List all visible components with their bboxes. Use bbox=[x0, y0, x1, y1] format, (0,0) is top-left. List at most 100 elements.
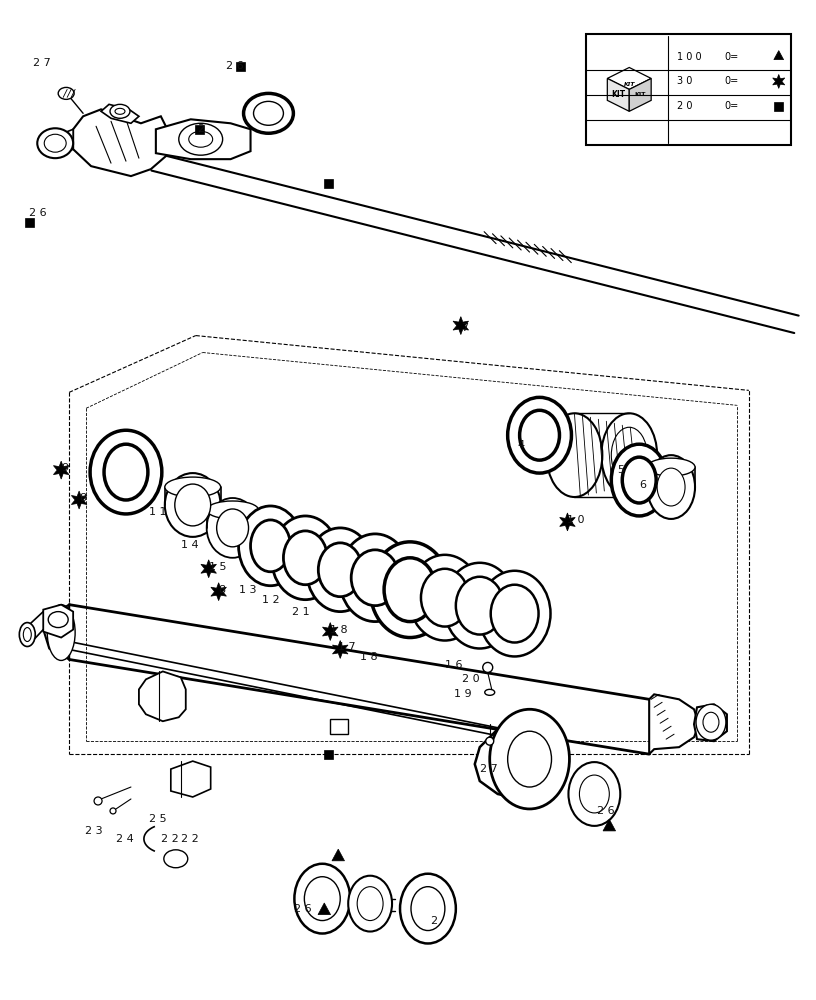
Text: 0=: 0= bbox=[724, 52, 738, 62]
Text: 2 6: 2 6 bbox=[597, 806, 615, 816]
Ellipse shape bbox=[601, 413, 657, 497]
Ellipse shape bbox=[611, 427, 647, 483]
Ellipse shape bbox=[696, 704, 726, 740]
Ellipse shape bbox=[283, 531, 327, 585]
Text: 1 5: 1 5 bbox=[209, 562, 226, 572]
Text: 8: 8 bbox=[219, 585, 226, 595]
Ellipse shape bbox=[348, 876, 392, 932]
Ellipse shape bbox=[490, 585, 539, 643]
Ellipse shape bbox=[238, 506, 303, 586]
Ellipse shape bbox=[647, 458, 695, 476]
Text: 2 5: 2 5 bbox=[149, 814, 166, 824]
Text: 2 6: 2 6 bbox=[225, 61, 243, 71]
Polygon shape bbox=[211, 583, 226, 601]
Polygon shape bbox=[201, 560, 216, 578]
Text: 2 6: 2 6 bbox=[29, 208, 47, 218]
Ellipse shape bbox=[579, 775, 610, 813]
Circle shape bbox=[94, 797, 102, 805]
Text: 2: 2 bbox=[430, 916, 437, 926]
Text: 2 0: 2 0 bbox=[462, 674, 480, 684]
Text: 1 1: 1 1 bbox=[149, 507, 166, 517]
Text: 2 6: 2 6 bbox=[295, 904, 312, 914]
Bar bbox=[324, 750, 333, 759]
Ellipse shape bbox=[623, 457, 656, 503]
Ellipse shape bbox=[485, 689, 494, 695]
Text: 0=: 0= bbox=[724, 101, 738, 111]
Text: KIT: KIT bbox=[623, 82, 635, 87]
Ellipse shape bbox=[456, 577, 503, 635]
Bar bbox=[236, 62, 245, 71]
Polygon shape bbox=[560, 513, 575, 531]
Polygon shape bbox=[773, 74, 785, 88]
Text: 1 0 0: 1 0 0 bbox=[677, 52, 702, 62]
Text: 2 3: 2 3 bbox=[85, 826, 103, 836]
Ellipse shape bbox=[508, 731, 552, 787]
Ellipse shape bbox=[243, 93, 294, 133]
Ellipse shape bbox=[175, 484, 211, 526]
Ellipse shape bbox=[409, 555, 481, 641]
Polygon shape bbox=[156, 119, 251, 159]
Bar bbox=[24, 218, 33, 227]
Ellipse shape bbox=[164, 850, 188, 868]
Ellipse shape bbox=[444, 563, 516, 648]
Polygon shape bbox=[139, 671, 186, 721]
Text: 2 4: 2 4 bbox=[116, 834, 134, 844]
Ellipse shape bbox=[384, 558, 436, 622]
Text: 2: 2 bbox=[197, 124, 204, 134]
Polygon shape bbox=[44, 605, 69, 659]
Text: 2 0: 2 0 bbox=[677, 101, 693, 111]
Text: 1 4: 1 4 bbox=[181, 540, 198, 550]
Ellipse shape bbox=[508, 397, 571, 473]
Text: 4: 4 bbox=[517, 440, 525, 450]
Text: 1 7: 1 7 bbox=[339, 642, 356, 652]
Circle shape bbox=[483, 662, 493, 672]
Ellipse shape bbox=[104, 444, 148, 500]
Ellipse shape bbox=[90, 430, 162, 514]
Text: 1 6: 1 6 bbox=[445, 660, 463, 670]
Polygon shape bbox=[332, 849, 344, 861]
Circle shape bbox=[110, 808, 116, 814]
Ellipse shape bbox=[165, 473, 220, 537]
Ellipse shape bbox=[38, 128, 73, 158]
Ellipse shape bbox=[306, 528, 374, 612]
Text: 8: 8 bbox=[79, 493, 86, 503]
Ellipse shape bbox=[179, 123, 223, 155]
Text: 9: 9 bbox=[61, 463, 69, 473]
Bar bbox=[324, 179, 333, 188]
Ellipse shape bbox=[411, 887, 445, 931]
Polygon shape bbox=[171, 761, 211, 797]
Text: 1 3: 1 3 bbox=[238, 585, 256, 595]
Polygon shape bbox=[607, 78, 629, 111]
Ellipse shape bbox=[165, 477, 220, 497]
Text: 7: 7 bbox=[461, 323, 468, 333]
Ellipse shape bbox=[370, 542, 450, 638]
Polygon shape bbox=[71, 491, 86, 509]
Ellipse shape bbox=[217, 509, 249, 547]
Polygon shape bbox=[774, 51, 783, 60]
Polygon shape bbox=[53, 461, 69, 479]
Polygon shape bbox=[318, 903, 330, 915]
Polygon shape bbox=[43, 605, 73, 638]
Ellipse shape bbox=[479, 571, 551, 656]
Text: 2 7: 2 7 bbox=[480, 764, 498, 774]
Text: 1 9: 1 9 bbox=[454, 689, 472, 699]
Polygon shape bbox=[694, 704, 727, 741]
Ellipse shape bbox=[611, 444, 667, 516]
Polygon shape bbox=[53, 129, 73, 153]
Polygon shape bbox=[603, 819, 615, 831]
Ellipse shape bbox=[400, 874, 456, 943]
Ellipse shape bbox=[254, 101, 283, 125]
Bar bbox=[774, 102, 783, 111]
Text: KIT: KIT bbox=[611, 90, 625, 99]
Text: 5: 5 bbox=[617, 465, 624, 475]
Polygon shape bbox=[629, 78, 651, 111]
Text: 2 7: 2 7 bbox=[33, 58, 51, 68]
Ellipse shape bbox=[304, 877, 340, 921]
Ellipse shape bbox=[272, 516, 339, 600]
Ellipse shape bbox=[295, 864, 350, 934]
Ellipse shape bbox=[44, 134, 66, 152]
Ellipse shape bbox=[115, 108, 125, 114]
Ellipse shape bbox=[24, 628, 31, 642]
Polygon shape bbox=[332, 641, 348, 658]
Polygon shape bbox=[73, 109, 171, 176]
